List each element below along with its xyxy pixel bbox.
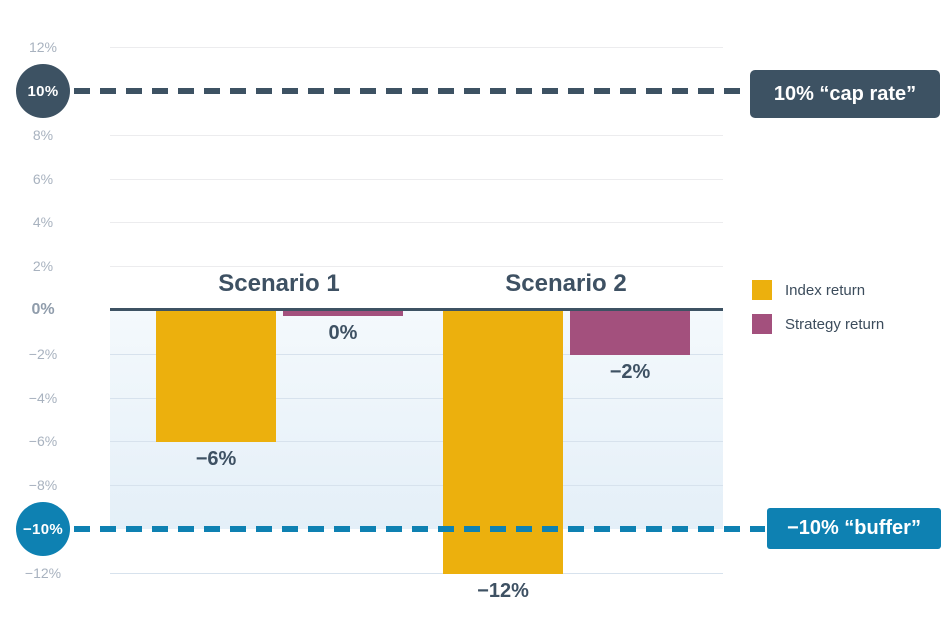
gridline (110, 135, 723, 136)
zero-axis-line (110, 308, 723, 311)
legend-swatch-strategy-return (752, 314, 772, 334)
y-axis-tick-label: −6% (28, 433, 58, 449)
cap-rate-badge-circle: 10% (16, 64, 70, 118)
buffer-badge-circle: −10% (16, 502, 70, 556)
gridline (110, 222, 723, 223)
y-axis-tick-label: 2% (32, 258, 54, 274)
bar-value-label: −12% (477, 580, 529, 602)
scenario-title: Scenario 2 (505, 270, 627, 297)
legend-item: Strategy return (752, 314, 884, 334)
cap-rate-label-box: 10% “cap rate” (750, 70, 940, 118)
buffer-label-box: −10% “buffer” (767, 508, 941, 549)
gridline (110, 266, 723, 267)
bar-value-label: −6% (195, 448, 237, 470)
bar-strategy-return-1 (283, 311, 403, 316)
y-axis-tick-label: 0% (31, 301, 55, 318)
bar-value-label: −2% (609, 361, 651, 383)
y-axis-tick-label: 4% (32, 214, 54, 230)
gridline (110, 179, 723, 180)
gridline (110, 398, 723, 399)
buffer-dashed-line (74, 526, 765, 532)
legend-label: Strategy return (785, 315, 885, 333)
gridline (110, 441, 723, 442)
gridline (110, 354, 723, 355)
bar-index-return-1 (156, 311, 276, 442)
scenario-title: Scenario 1 (218, 270, 340, 297)
bar-strategy-return-2 (570, 311, 690, 355)
gridline (110, 485, 723, 486)
gridline (110, 47, 723, 48)
y-axis-tick-label: 12% (28, 39, 58, 55)
y-axis-tick-label: −8% (28, 477, 58, 493)
y-axis-tick-label: −4% (28, 390, 58, 406)
bar-index-return-2 (443, 311, 563, 574)
cap-rate-dashed-line (74, 88, 750, 94)
y-axis-tick-label: −2% (28, 346, 58, 362)
legend: Index return Strategy return (752, 280, 884, 334)
legend-swatch-index-return (752, 280, 772, 300)
y-axis-tick-label: −12% (24, 565, 62, 581)
legend-item: Index return (752, 280, 884, 300)
y-axis-tick-label: 8% (32, 127, 54, 143)
gridline (110, 573, 723, 574)
legend-label: Index return (785, 281, 866, 299)
y-axis-tick-label: 6% (32, 171, 54, 187)
bar-value-label: 0% (328, 322, 358, 344)
